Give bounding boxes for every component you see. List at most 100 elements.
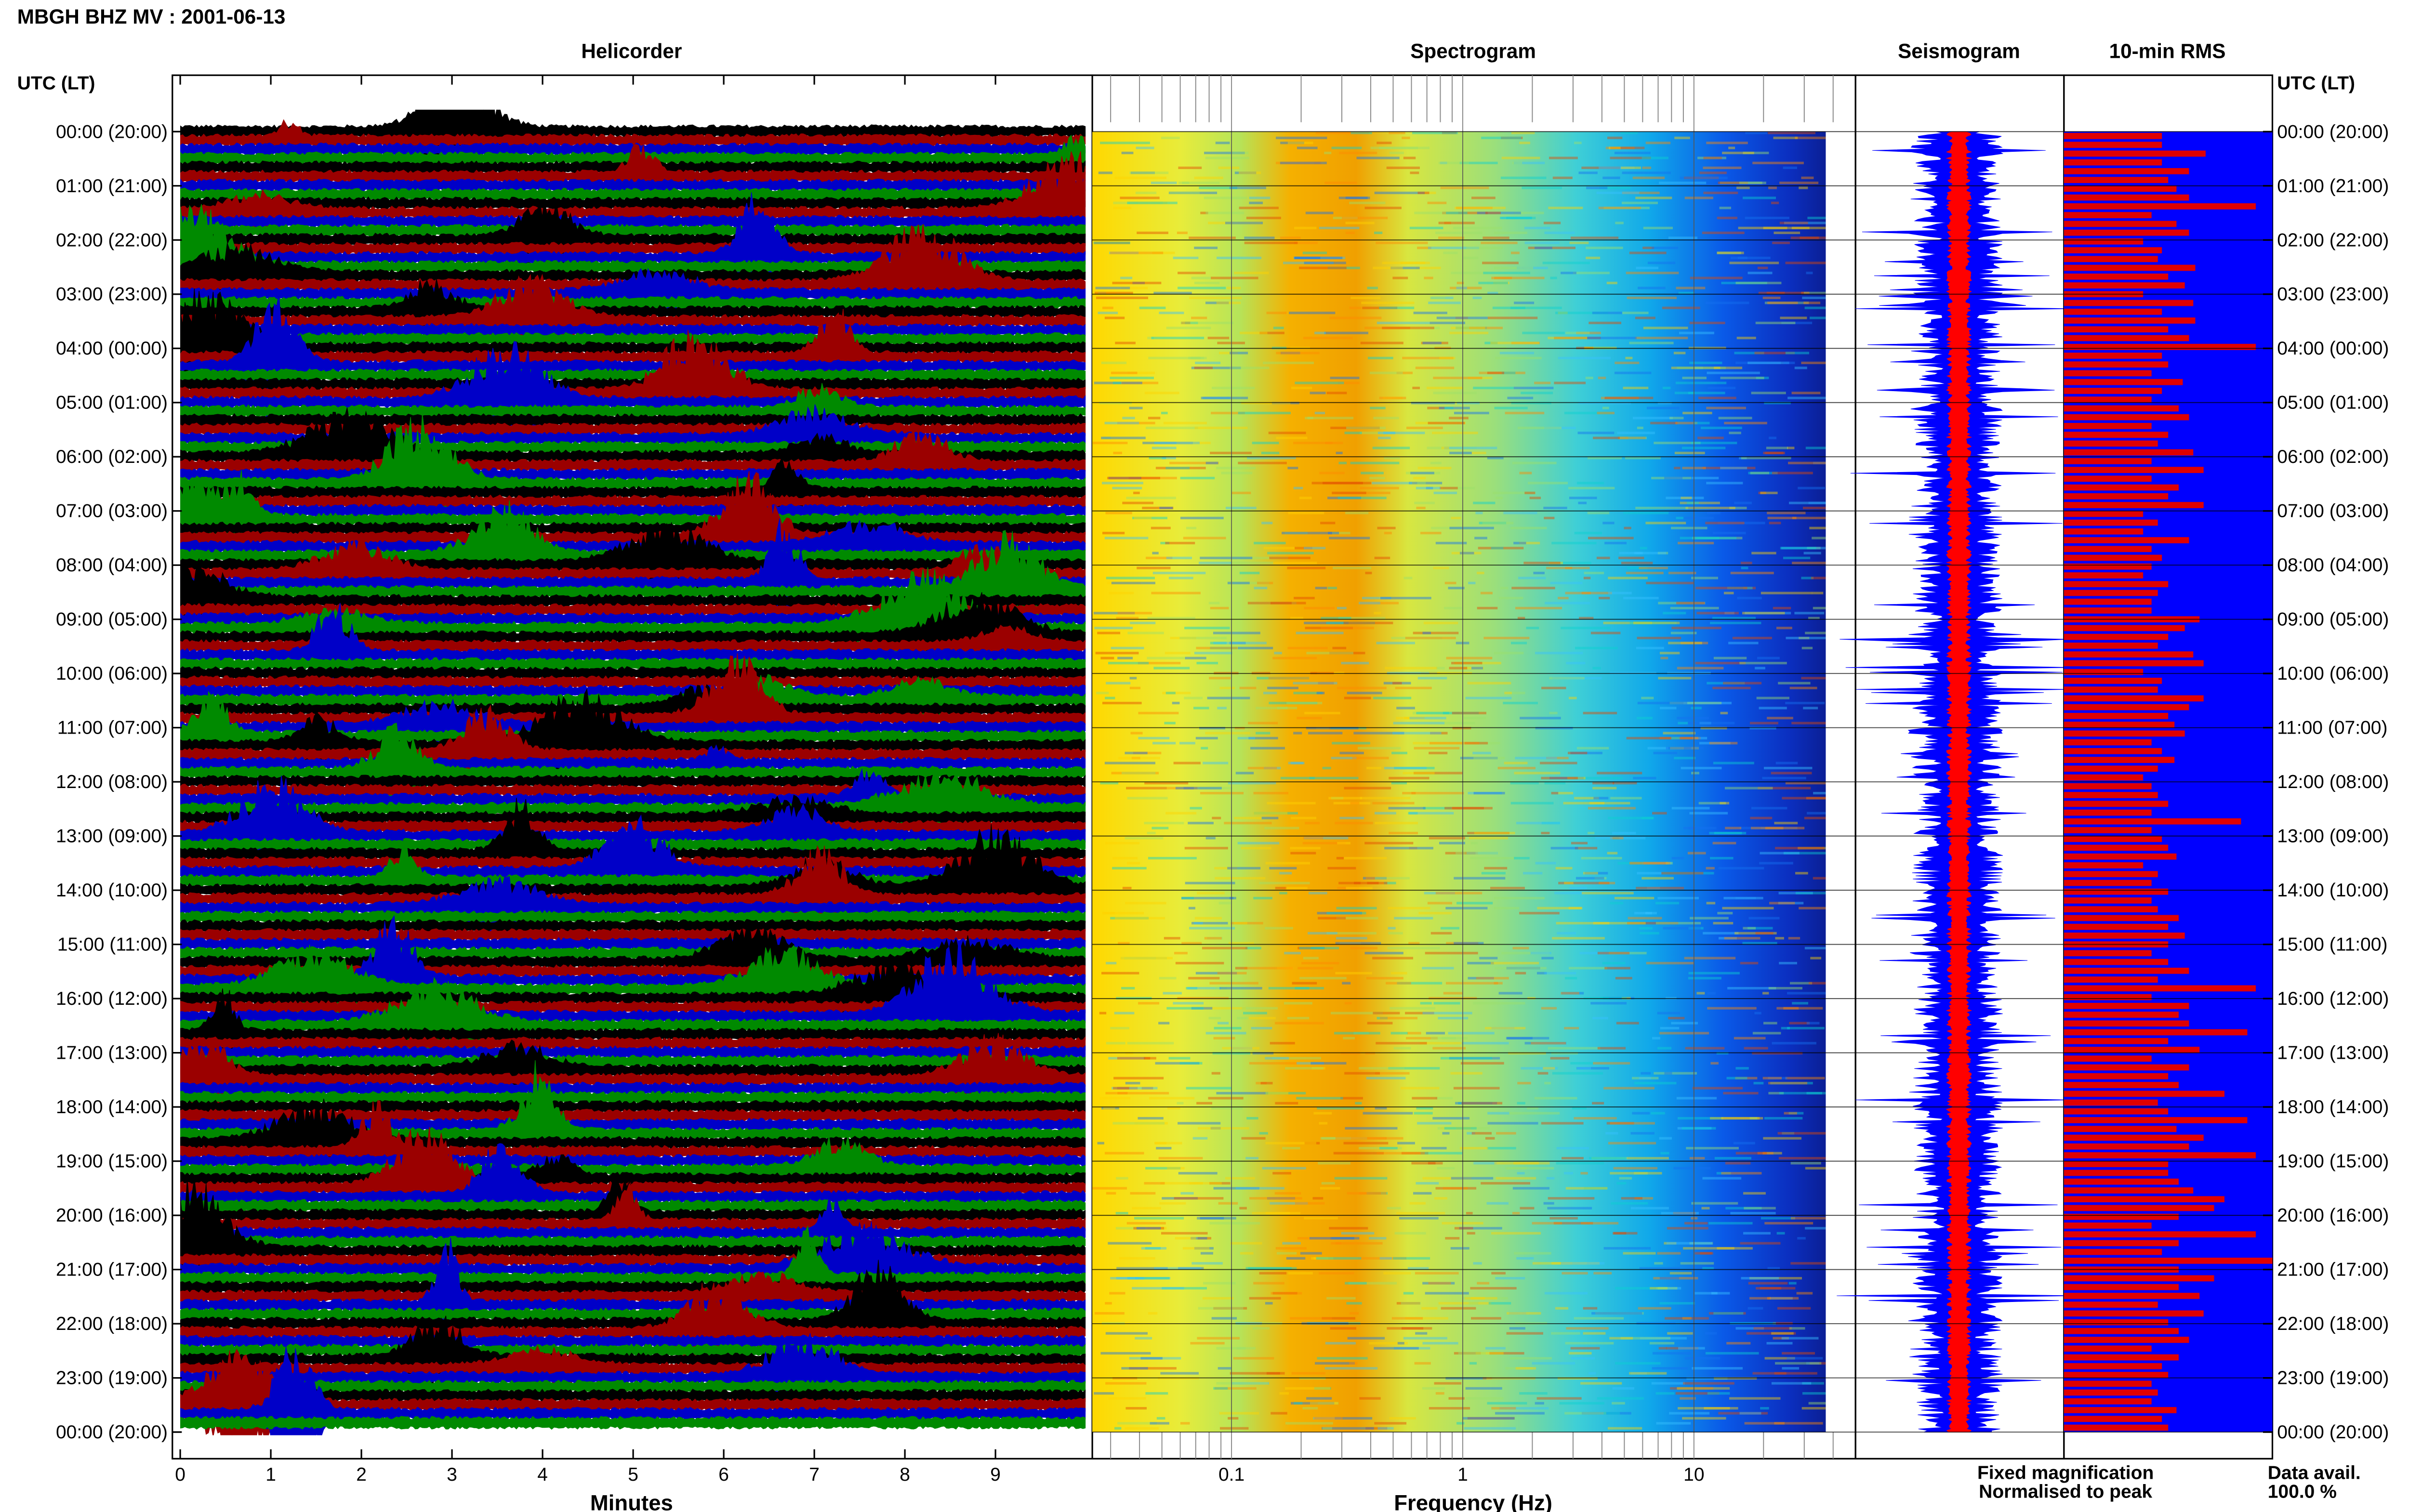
spectrogram-speckle — [1541, 831, 1550, 835]
spectrogram-speckle — [1327, 867, 1356, 869]
spectrogram-speckle — [1473, 501, 1496, 504]
spectrogram-speckle — [1788, 1112, 1804, 1115]
x-tick-label: 3 — [447, 1464, 457, 1485]
spectrogram-speckle — [1194, 917, 1222, 920]
spectrogram-speckle — [1670, 631, 1697, 634]
spectrogram-speckle — [1802, 1392, 1826, 1395]
spectrogram-speckle — [1273, 327, 1284, 329]
spectrogram-speckle — [1233, 921, 1247, 925]
spectrogram-speckle — [1100, 1352, 1151, 1355]
spectrogram-speckle — [1495, 356, 1542, 359]
spectrogram-speckle — [1659, 182, 1707, 184]
spectrogram-speckle — [1456, 287, 1467, 289]
spectrogram-speckle — [1284, 532, 1308, 535]
spectrogram-speckle — [1570, 1062, 1593, 1065]
spectrogram-speckle — [1564, 411, 1613, 415]
spectrogram-speckle — [1428, 1282, 1451, 1285]
spectrogram-speckle — [1688, 722, 1735, 724]
rms-bar — [2064, 1134, 2204, 1141]
spectrogram-speckle — [1270, 1042, 1295, 1045]
spectrogram-speckle — [1440, 161, 1447, 164]
spectrogram-speckle — [1153, 667, 1190, 670]
spectrogram-speckle — [1333, 566, 1372, 569]
spectrogram-speckle — [1108, 1397, 1146, 1400]
spectrogram-speckle — [1724, 787, 1773, 789]
spectrogram-speckle — [1587, 512, 1610, 514]
spectrogram-speckle — [1678, 1347, 1705, 1350]
spectrogram-speckle — [1523, 872, 1543, 875]
spectrogram-speckle — [1279, 892, 1287, 894]
spectrogram-speckle — [1681, 497, 1692, 500]
spectrogram-speckle — [1700, 426, 1742, 429]
spectrogram-speckle — [1138, 736, 1170, 740]
spectrogram-speckle — [1684, 1357, 1721, 1360]
spectrogram-speckle — [1216, 467, 1256, 470]
spectrogram-speckle — [1288, 762, 1305, 764]
spectrogram-speckle — [1169, 461, 1219, 464]
spectrogram-speckle — [1363, 877, 1387, 880]
spectrogram-speckle — [1568, 486, 1615, 489]
spectrogram-speckle — [1155, 467, 1206, 470]
spectrogram-speckle — [1092, 1187, 1127, 1190]
spectrogram-speckle — [1165, 467, 1190, 470]
spectrogram-speckle — [1415, 367, 1455, 369]
spectrogram-speckle — [1232, 151, 1249, 155]
spectrogram-speckle — [1781, 1337, 1819, 1340]
spectrogram-speckle — [1129, 171, 1169, 174]
spectrogram-speckle — [1362, 306, 1398, 309]
spectrogram-speckle — [1103, 912, 1115, 915]
spectrogram-speckle — [1766, 291, 1785, 294]
spectrogram-speckle — [1778, 902, 1804, 905]
y-tick-label-right: 19:00 (15:00) — [2277, 1151, 2389, 1172]
spectrogram-speckle — [1099, 1097, 1131, 1100]
spectrogram-speckle — [1521, 392, 1553, 394]
spectrogram-speckle — [1268, 432, 1306, 434]
spectrogram-speckle — [1133, 751, 1162, 754]
spectrogram-speckle — [1346, 426, 1386, 429]
spectrogram-speckle — [1750, 472, 1770, 474]
spectrogram-speckle — [1168, 191, 1218, 195]
spectrogram-speckle — [1721, 281, 1767, 285]
spectrogram-speckle — [1288, 512, 1324, 514]
spectrogram-speckle — [1337, 841, 1350, 844]
spectrogram-speckle — [1149, 1097, 1195, 1100]
spectrogram-speckle — [1535, 247, 1552, 250]
spectrogram-speckle — [1763, 1137, 1802, 1140]
spectrogram-speckle — [1324, 151, 1332, 155]
spectrogram-speckle — [1334, 1177, 1388, 1180]
spectrogram-speckle — [1102, 482, 1143, 485]
spectrogram-speckle — [1813, 877, 1826, 880]
spectrogram-speckle — [1444, 606, 1462, 610]
spectrogram-speckle — [1588, 1157, 1626, 1160]
spectrogram-speckle — [1338, 617, 1386, 619]
spectrogram-speckle — [1602, 522, 1615, 525]
spectrogram-speckle — [1510, 306, 1562, 309]
spectrogram-speckle — [1455, 316, 1468, 319]
spectrogram-speckle — [1297, 1062, 1324, 1065]
spectrogram-speckle — [1241, 847, 1271, 850]
spectrogram-speckle — [1550, 1057, 1570, 1060]
spectrogram-speckle — [1730, 1212, 1776, 1215]
spectrogram-speckle — [1641, 816, 1654, 819]
spectrogram-speckle — [1312, 1197, 1324, 1200]
spectrogram-speckle — [1120, 276, 1133, 279]
spectrogram-speckle — [1259, 1272, 1287, 1275]
spectrogram-speckle — [1117, 1091, 1169, 1095]
spectrogram-speckle — [1610, 902, 1624, 905]
spectrogram-speckle — [1423, 807, 1452, 810]
spectrogram-speckle — [1495, 1412, 1545, 1415]
spectrogram-speckle — [1485, 211, 1501, 214]
spectrogram-speckle — [1541, 1007, 1557, 1010]
spectrogram-speckle — [1791, 226, 1826, 229]
spectrogram-speckle — [1154, 1142, 1167, 1144]
spectrogram-speckle — [1316, 1257, 1362, 1260]
spectrogram-speckle — [1350, 296, 1381, 299]
spectrogram-speckle — [1683, 1247, 1734, 1250]
spectrogram-speckle — [1615, 1287, 1667, 1290]
spectrogram-speckle — [1534, 1097, 1577, 1100]
spectrogram-speckle — [1501, 157, 1540, 159]
spectrogram-speckle — [1611, 1202, 1648, 1205]
spectrogram-speckle — [1138, 1002, 1160, 1005]
spectrogram-speckle — [1440, 186, 1489, 189]
spectrogram-speckle — [1718, 867, 1764, 869]
